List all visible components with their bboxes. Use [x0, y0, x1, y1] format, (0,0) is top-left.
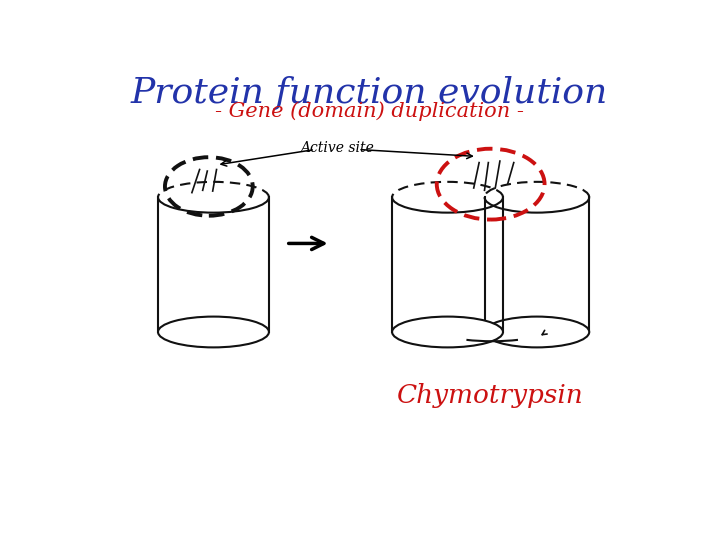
Ellipse shape	[392, 316, 503, 347]
Text: - Gene (domain) duplication -: - Gene (domain) duplication -	[215, 101, 523, 120]
Ellipse shape	[158, 316, 269, 347]
Text: Chymotrypsin: Chymotrypsin	[397, 383, 584, 408]
Text: Protein function evolution: Protein function evolution	[130, 76, 608, 110]
Text: Active site: Active site	[300, 141, 374, 155]
Ellipse shape	[485, 316, 589, 347]
